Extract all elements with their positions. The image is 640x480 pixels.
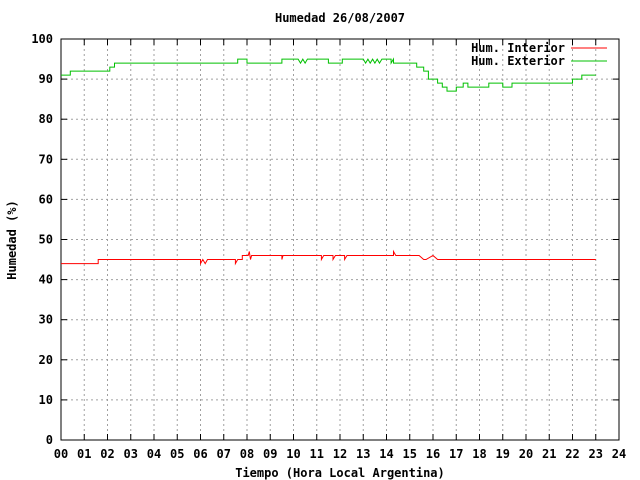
x-tick-label: 08 [240, 447, 254, 461]
x-tick-label: 01 [77, 447, 91, 461]
y-tick-label: 80 [39, 112, 53, 126]
x-tick-label: 06 [193, 447, 207, 461]
legend-label: Hum. Exterior [471, 54, 565, 68]
x-tick-label: 19 [496, 447, 510, 461]
x-tick-label: 21 [542, 447, 556, 461]
x-tick-label: 15 [403, 447, 417, 461]
y-tick-label: 90 [39, 72, 53, 86]
series-layer [61, 57, 596, 266]
x-tick-label: 22 [565, 447, 579, 461]
x-tick-label: 18 [472, 447, 486, 461]
x-tick-label: 02 [100, 447, 114, 461]
series-line-hum-interior [61, 249, 596, 266]
x-tick-label: 03 [124, 447, 138, 461]
plot-frame [60, 38, 620, 441]
axes: 00 01 02 03 04 05 06 07 08 09 10 11 12 13 14 15 16 17 18 19… [31, 32, 626, 461]
x-tick-label: 05 [170, 447, 184, 461]
x-tick-label: 11 [310, 447, 324, 461]
x-tick-label: 10 [286, 447, 300, 461]
x-tick-label: 16 [426, 447, 440, 461]
legend-label: Hum. Interior [471, 41, 565, 55]
x-tick-label: 20 [519, 447, 533, 461]
x-tick-label: 23 [589, 447, 603, 461]
x-tick-label: 24 [612, 447, 626, 461]
y-tick-label: 30 [39, 313, 53, 327]
series-line-hum-exterior [61, 57, 596, 92]
x-axis-label: Tiempo (Hora Local Argentina) [235, 466, 445, 480]
x-tick-label: 17 [449, 447, 463, 461]
grid [61, 39, 619, 440]
y-tick-label: 100 [31, 32, 53, 46]
y-tick-label: 60 [39, 192, 53, 206]
x-tick-label: 00 [54, 447, 68, 461]
x-tick-label: 07 [217, 447, 231, 461]
y-tick-label: 0 [46, 433, 53, 447]
chart-title: Humedad 26/08/2007 [275, 11, 405, 25]
y-tick-label: 70 [39, 152, 53, 166]
y-tick-label: 40 [39, 273, 53, 287]
y-tick-label: 10 [39, 393, 53, 407]
x-tick-label: 14 [379, 447, 393, 461]
y-tick-label: 50 [39, 233, 53, 247]
x-tick-label: 09 [263, 447, 277, 461]
x-tick-label: 04 [147, 447, 161, 461]
y-tick-label: 20 [39, 353, 53, 367]
x-tick-label: 13 [356, 447, 370, 461]
x-tick-label: 12 [333, 447, 347, 461]
y-axis-label: Humedad (%) [5, 200, 19, 279]
